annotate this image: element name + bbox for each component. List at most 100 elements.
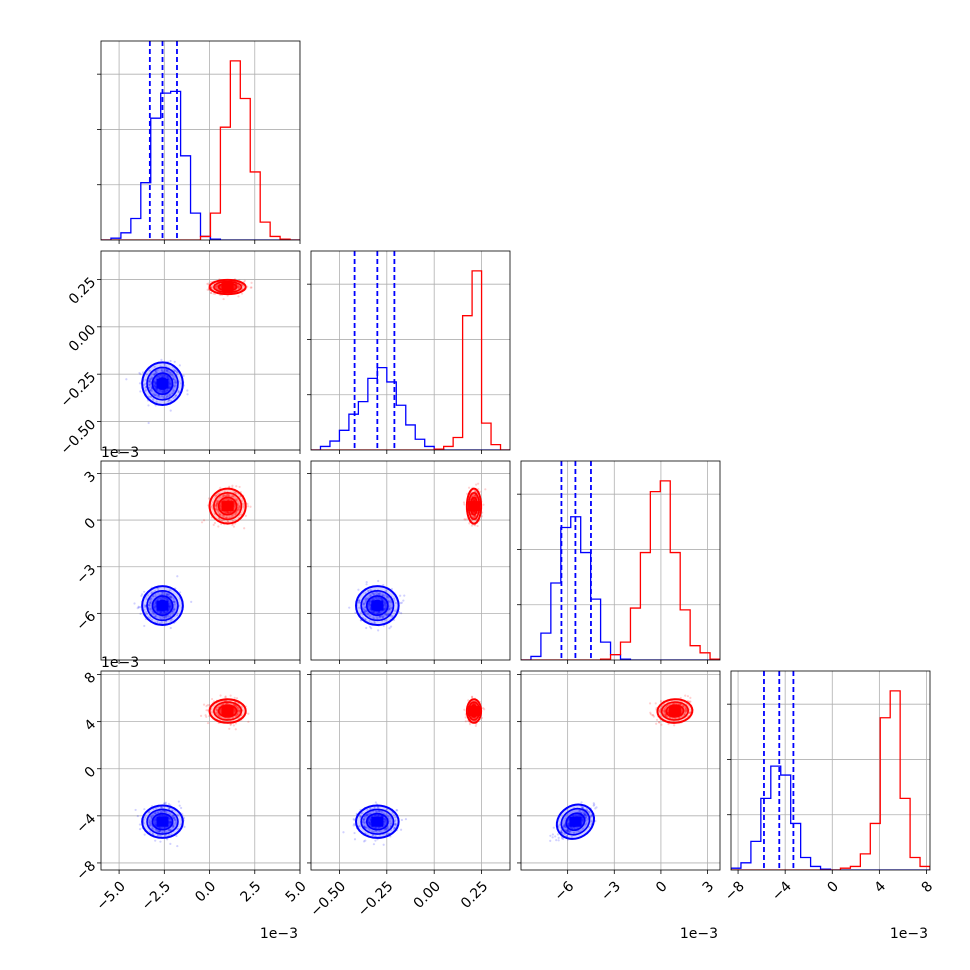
scatter-point (581, 818, 585, 821)
scatter-point (162, 612, 165, 615)
scatter-point (175, 381, 178, 385)
scatter-point (368, 823, 371, 826)
scatter-point (250, 281, 253, 284)
scatter-point (165, 815, 168, 818)
scatter-point (149, 382, 153, 386)
scatter-point (243, 279, 246, 282)
scatter-point (156, 610, 159, 613)
scatter-point (153, 373, 156, 376)
scatter-point (149, 602, 152, 605)
scatter-point (206, 288, 209, 291)
scatter-point (376, 612, 380, 615)
scatter-point (147, 821, 150, 824)
scatter-point (216, 708, 219, 712)
scatter-point (368, 602, 371, 606)
scatter-point (172, 396, 175, 400)
scatter-point (363, 606, 367, 609)
scatter-point (369, 604, 372, 607)
scatter-point (378, 830, 381, 833)
scatter-point (583, 812, 586, 816)
scatter-point (154, 818, 157, 821)
scatter-point (379, 591, 382, 595)
scatter-point (389, 822, 393, 825)
scatter-point (228, 727, 231, 730)
panel-frame (310, 250, 511, 451)
scatter-point (146, 594, 150, 597)
scatter-point (174, 394, 178, 397)
scatter-point (168, 817, 171, 820)
scatter-point (362, 608, 365, 611)
scatter-point (232, 724, 235, 727)
scatter-point (567, 824, 570, 828)
scatter-point (231, 513, 235, 517)
scatter-point (380, 610, 383, 613)
scatter-point (233, 503, 236, 506)
scatter-point (472, 498, 475, 501)
scatter-point (402, 599, 405, 602)
scatter-point (563, 824, 566, 827)
scatter-point (163, 826, 166, 830)
scatter-point (365, 626, 368, 630)
scatter-point (238, 506, 241, 509)
y-tick-label: −8 (73, 858, 99, 884)
scatter-point (165, 826, 168, 829)
scatter-point (178, 804, 181, 807)
scatter-point (463, 708, 466, 711)
scatter-point (210, 697, 214, 701)
scatter-point (152, 381, 156, 384)
scatter-point (378, 610, 381, 614)
scatter-point (169, 359, 172, 363)
scatter-point (684, 694, 687, 697)
scatter-point (391, 812, 394, 815)
scatter-point (375, 826, 378, 829)
scatter-point (379, 615, 382, 619)
scatter-point (394, 610, 397, 613)
scatter-point (150, 376, 153, 379)
scatter-point (175, 834, 178, 838)
scatter-point (160, 370, 164, 373)
scatter-point (175, 820, 178, 823)
scatter-point (224, 510, 227, 514)
scatter-point (144, 388, 148, 391)
scatter-point (365, 583, 368, 586)
scatter-point (371, 834, 374, 837)
scatter-point (229, 723, 232, 726)
scatter-point (246, 502, 249, 506)
scatter-point (169, 619, 172, 622)
scatter-point (157, 375, 161, 379)
scatter-point (180, 382, 183, 385)
scatter-point (172, 826, 175, 829)
scatter-point (374, 839, 377, 842)
scatter-point (161, 375, 164, 378)
scatter-point (206, 709, 209, 712)
scatter-point (159, 612, 162, 615)
scatter-point (362, 840, 366, 843)
scatter-point (677, 702, 680, 705)
scatter-point (165, 615, 168, 618)
scatter-point (169, 596, 173, 599)
scatter-point (226, 516, 229, 519)
scatter-point (567, 823, 570, 826)
scatter-point (225, 516, 228, 519)
scatter-point (152, 812, 156, 815)
scatter-point (202, 519, 206, 522)
scatter-point (154, 370, 157, 373)
y-tick-label: 8 (82, 670, 100, 688)
scatter-point (237, 708, 240, 711)
scatter-point (159, 610, 162, 613)
scatter-point (236, 509, 239, 512)
y-offset-label: 1e−3 (101, 655, 139, 671)
scatter-point (172, 378, 175, 381)
scatter-point (139, 373, 142, 376)
scatter-point (163, 363, 166, 366)
scatter-point (379, 593, 382, 596)
scatter-point (148, 379, 152, 382)
scatter-point (149, 380, 152, 383)
scatter-point (164, 370, 167, 373)
scatter-point (660, 723, 663, 726)
scatter-point (555, 839, 558, 842)
scatter-point (365, 581, 368, 584)
scatter-point (236, 706, 239, 709)
scatter-point (217, 510, 220, 513)
scatter-point (572, 814, 575, 817)
